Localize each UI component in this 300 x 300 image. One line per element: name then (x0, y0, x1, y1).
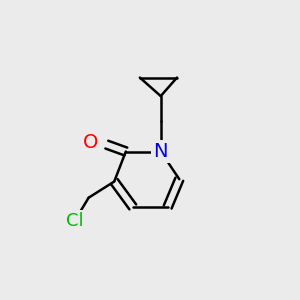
Text: Cl: Cl (66, 212, 83, 230)
Text: O: O (83, 133, 99, 152)
Text: N: N (154, 142, 168, 161)
